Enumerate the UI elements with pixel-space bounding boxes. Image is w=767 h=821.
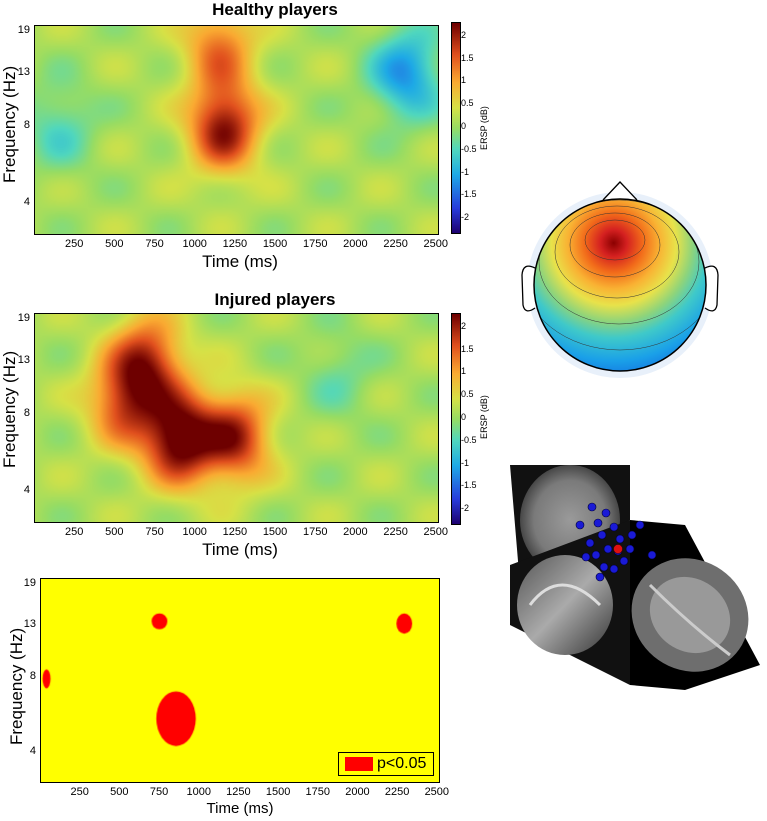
panel2-cbar-tick: 1 <box>461 366 467 377</box>
panel1-colorbar <box>451 22 461 234</box>
panel3-xtick: 2500 <box>424 786 450 798</box>
panel2-xtick: 500 <box>105 526 124 538</box>
panel1-xtick: 250 <box>64 238 84 250</box>
panel2-colorbar <box>451 313 461 525</box>
panel1-xtick: 2250 <box>383 238 408 250</box>
panel3-xtick: 1500 <box>265 786 291 798</box>
panel3-xtick: 1250 <box>226 786 251 798</box>
panel3-ylabel: Frequency (Hz) <box>7 627 26 745</box>
left-ear-icon <box>521 265 536 312</box>
panel1-xlabel: Time (ms) <box>202 252 278 271</box>
panel3-ytick: 19 <box>23 576 36 589</box>
panel2-xtick: 750 <box>145 526 164 538</box>
panel2-cbar-tick: -2 <box>461 503 470 514</box>
panel1-cbar-tick: 1 <box>461 75 467 86</box>
panel2-ytick: 13 <box>17 353 30 366</box>
scalp-topography <box>521 181 719 378</box>
legend-label: p<0.05 <box>377 755 427 772</box>
panel1-cbar-tick: -1 <box>461 166 470 177</box>
panel1-heatmap <box>34 25 439 235</box>
panel2-cbar-tick: 0.5 <box>461 389 474 400</box>
panel3-xtick: 500 <box>110 786 129 798</box>
panel1-xtick: 2500 <box>423 238 449 250</box>
panel1-ytick: 8 <box>23 119 30 132</box>
nose-icon <box>602 181 638 201</box>
panel2-xtick: 1000 <box>182 526 207 538</box>
panel2-cbar-tick: 2 <box>461 320 467 331</box>
panel2-ytick: 19 <box>17 311 30 324</box>
panel2-title: Injured players <box>214 290 336 309</box>
legend-swatch <box>345 757 373 771</box>
panel3-legend: p<0.05 <box>338 752 434 776</box>
panel2-cbar-label: ERSP (dB) <box>479 395 489 439</box>
panel1-ytick: 19 <box>17 23 30 36</box>
panel3-xtick: 2000 <box>345 786 370 798</box>
panel2-xtick: 250 <box>64 526 84 538</box>
panel2-cbar-tick: -1.5 <box>461 480 477 491</box>
panel1-xtick: 500 <box>105 238 124 250</box>
panel2-xtick: 2000 <box>343 526 368 538</box>
panel1-ytick: 13 <box>17 65 30 78</box>
panel2-cbar-tick: 1.5 <box>461 343 474 354</box>
panel1-cbar-tick: 0.5 <box>461 98 474 109</box>
panel2-xtick: 1500 <box>262 526 288 538</box>
panel1-cbar-tick: -2 <box>461 212 470 223</box>
head-outline <box>533 198 707 372</box>
panel2-xlabel: Time (ms) <box>202 540 278 559</box>
panel3-xtick: 750 <box>149 786 169 798</box>
panel1-xtick: 1500 <box>262 238 288 250</box>
panel2-ytick: 8 <box>23 407 30 420</box>
dipole-cluster <box>575 502 657 582</box>
panel3-ytick: 4 <box>29 744 36 757</box>
panel3-xtick: 250 <box>70 786 89 798</box>
panel1-cbar-tick: 2 <box>461 29 467 40</box>
panel3-xtick: 1750 <box>305 786 330 798</box>
panel2-heatmap <box>34 313 439 523</box>
panel3-xtick: 2250 <box>384 786 410 798</box>
panel3-ytick: 8 <box>29 670 36 682</box>
panel1-cbar-tick: 0 <box>461 121 467 131</box>
panel1-xtick: 750 <box>145 238 164 250</box>
panel3-xlabel: Time (ms) <box>206 800 274 817</box>
panel1-xtick: 2000 <box>343 238 368 250</box>
panel2-cbar-tick: -1 <box>461 457 470 468</box>
panel2-xtick: 1750 <box>303 526 328 538</box>
panel1-cbar-tick: -0.5 <box>461 143 477 154</box>
dipole-centroid <box>613 544 623 554</box>
panel2-xtick: 1250 <box>222 526 248 538</box>
panel1-xtick: 1250 <box>222 238 248 250</box>
panel1-xtick: 1000 <box>182 238 207 250</box>
panel2-xtick: 2500 <box>423 526 449 538</box>
panel1-xtick: 1750 <box>303 238 328 250</box>
panel3-significance-map <box>40 578 440 783</box>
panel2-cbar-tick: -0.5 <box>461 434 477 445</box>
panel3-xtick: 1000 <box>186 786 211 798</box>
panel2-ytick: 4 <box>23 484 30 497</box>
panel1-cbar-tick: -1.5 <box>461 189 477 200</box>
panel3-ytick: 13 <box>23 617 36 630</box>
panel1-cbar-tick: 1.5 <box>461 52 474 63</box>
panel1-cbar-label: ERSP (dB) <box>479 106 489 150</box>
panel2-cbar-tick: 0 <box>461 412 467 422</box>
panel1-title: Healthy players <box>212 0 338 19</box>
right-ear-icon <box>704 265 719 312</box>
panel1-ytick: 4 <box>23 196 30 209</box>
panel2-xtick: 2250 <box>383 526 408 538</box>
dipole-mri-image <box>510 465 760 690</box>
